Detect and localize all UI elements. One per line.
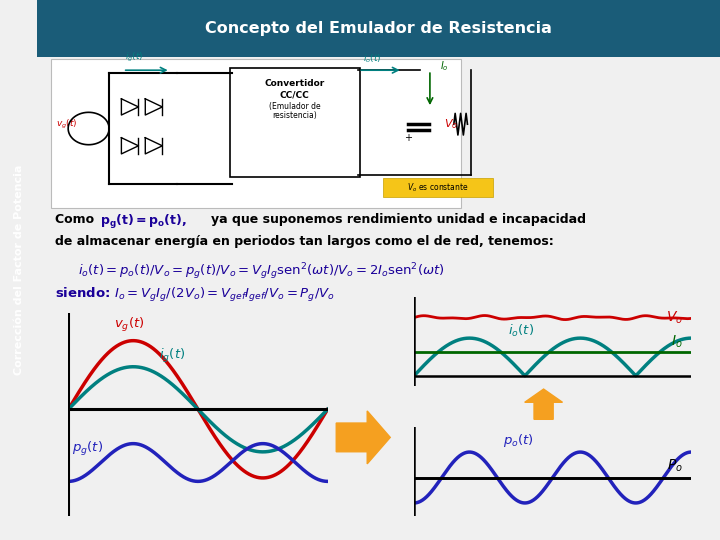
Text: $i_g(t)$: $i_g(t)$ — [125, 51, 143, 64]
FancyBboxPatch shape — [230, 68, 360, 177]
Text: siendo: $I_o = V_gI_g/(2V_o) = V_{gef}I_{gef}/V_o = P_g/V_o$: siendo: $I_o = V_gI_g/(2V_o) = V_{gef}I_… — [55, 286, 334, 304]
Text: ya que suponemos rendimiento unidad e incapacidad: ya que suponemos rendimiento unidad e in… — [212, 213, 587, 226]
Text: $I_o$: $I_o$ — [671, 334, 683, 350]
Text: (Emulador de: (Emulador de — [269, 102, 320, 111]
Text: CC/CC: CC/CC — [280, 90, 310, 99]
Text: $I_o$: $I_o$ — [440, 59, 449, 73]
Text: $i_o(t)$: $i_o(t)$ — [363, 52, 381, 65]
Text: $p_g(t)$: $p_g(t)$ — [72, 440, 104, 458]
FancyBboxPatch shape — [51, 59, 461, 208]
Text: $v_g(t)$: $v_g(t)$ — [56, 118, 77, 131]
Text: $i_o(t)$: $i_o(t)$ — [508, 323, 534, 339]
Text: resistencia): resistencia) — [272, 111, 317, 119]
Text: $p_o(t)$: $p_o(t)$ — [503, 433, 534, 449]
Text: $i_o(t) = p_o(t)/V_o = p_g(t)/V_o = V_gI_g\mathrm{sen}^2(\omega t)/V_o = 2I_o\ma: $i_o(t) = p_o(t)/V_o = p_g(t)/V_o = V_gI… — [78, 262, 445, 282]
Text: $V_o$: $V_o$ — [444, 117, 458, 131]
Text: Convertidor: Convertidor — [265, 79, 325, 88]
FancyArrow shape — [525, 389, 562, 419]
FancyArrow shape — [336, 411, 390, 464]
Text: $V_o$: $V_o$ — [666, 309, 683, 326]
FancyBboxPatch shape — [384, 178, 493, 197]
Text: $\mathbf{p_g(t) = p_o(t),}$: $\mathbf{p_g(t) = p_o(t),}$ — [100, 213, 187, 231]
FancyBboxPatch shape — [37, 0, 720, 57]
Text: $i_g(t)$: $i_g(t)$ — [159, 347, 186, 365]
Text: Concepto del Emulador de Resistencia: Concepto del Emulador de Resistencia — [205, 21, 552, 36]
Text: $P_o$: $P_o$ — [667, 458, 683, 474]
Text: $v_g(t)$: $v_g(t)$ — [114, 316, 144, 334]
Text: +: + — [404, 133, 412, 143]
Text: de almacenar energía en periodos tan largos como el de red, tenemos:: de almacenar energía en periodos tan lar… — [55, 235, 553, 248]
Text: Corrección del Factor de Potencia: Corrección del Factor de Potencia — [14, 165, 24, 375]
Text: Como: Como — [55, 213, 98, 226]
Text: $V_o$ es constante: $V_o$ es constante — [408, 181, 469, 194]
